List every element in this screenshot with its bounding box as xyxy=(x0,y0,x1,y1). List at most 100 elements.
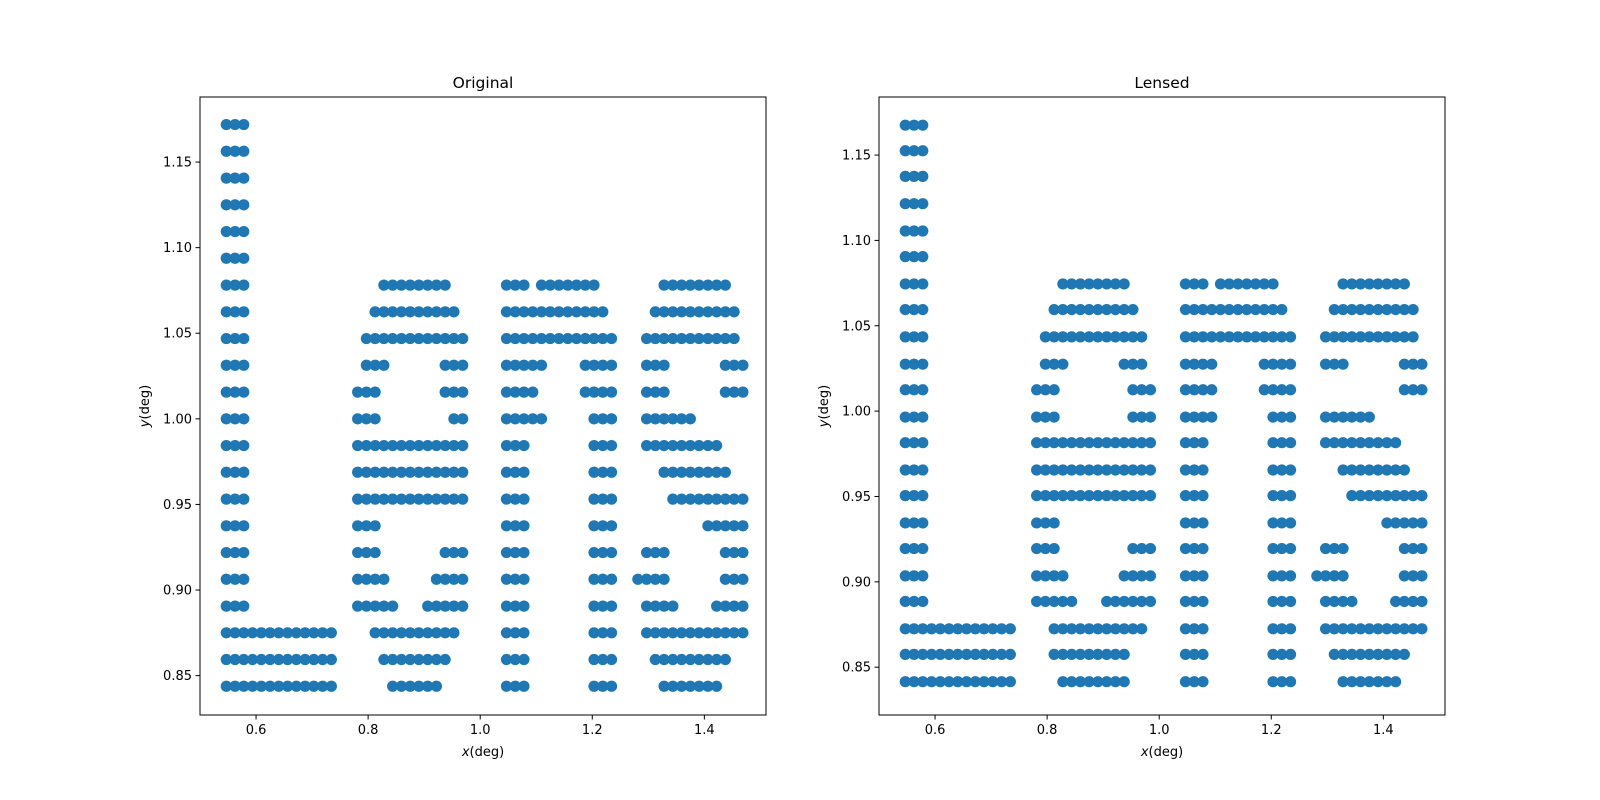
original-point xyxy=(579,279,591,291)
lensed-point xyxy=(1127,542,1139,555)
lensed-point xyxy=(1101,437,1113,449)
lensed-point xyxy=(1346,676,1358,688)
original-point xyxy=(220,466,232,478)
original-point xyxy=(658,466,670,478)
original-point xyxy=(500,386,513,398)
original-point xyxy=(588,306,600,318)
original-point xyxy=(290,653,302,666)
lensed-point xyxy=(987,648,999,661)
original-point xyxy=(220,172,232,184)
lensed-point xyxy=(899,225,911,237)
original-point xyxy=(500,653,513,666)
original-point xyxy=(430,627,443,639)
original-point xyxy=(220,118,232,131)
original-x-tick-label: 0.8 xyxy=(358,723,379,738)
original-point xyxy=(693,466,705,478)
lensed-point xyxy=(1118,676,1130,688)
original-point xyxy=(457,573,469,585)
lensed-point xyxy=(1136,464,1148,476)
lensed-point xyxy=(1390,303,1402,316)
lensed-point xyxy=(1416,490,1428,502)
lensed-point xyxy=(1101,490,1113,502)
lensed-point xyxy=(1039,570,1051,582)
lensed-point xyxy=(1066,303,1078,316)
original-point xyxy=(238,252,250,264)
lensed-point xyxy=(1118,490,1130,502)
lensed-point xyxy=(1381,303,1393,316)
lensed-point xyxy=(1048,331,1060,343)
original-point xyxy=(658,627,670,639)
lensed-point xyxy=(908,278,920,290)
original-point xyxy=(395,466,408,478)
lensed-point xyxy=(1337,278,1349,290)
lensed-point xyxy=(917,278,929,290)
original-point xyxy=(579,359,591,371)
original-point xyxy=(220,573,232,585)
original-point xyxy=(605,520,618,532)
lensed-point xyxy=(1127,384,1139,396)
lensed-point xyxy=(1355,303,1367,316)
original-point xyxy=(255,627,267,639)
lensed-point xyxy=(1328,411,1340,423)
original-point xyxy=(711,653,723,666)
original-point xyxy=(509,653,521,666)
original-point xyxy=(728,386,740,398)
lensed-point xyxy=(1188,595,1200,608)
lensed-point xyxy=(1267,623,1279,635)
original-point xyxy=(667,680,679,692)
lensed-point xyxy=(1390,490,1402,502)
lensed-point xyxy=(1057,595,1069,608)
lensed-y-tick-label: 0.95 xyxy=(842,490,871,505)
lensed-point xyxy=(1206,331,1218,343)
lensed-point xyxy=(1346,303,1358,316)
original-point xyxy=(430,466,443,478)
original-point xyxy=(588,386,600,398)
original-point xyxy=(360,493,372,505)
original-point xyxy=(457,359,469,371)
original-point xyxy=(448,413,460,425)
original-point xyxy=(439,546,451,559)
lensed-point xyxy=(1390,648,1402,661)
lensed-point xyxy=(1363,303,1375,316)
original-point xyxy=(422,653,434,666)
original-point xyxy=(229,439,241,452)
original-point xyxy=(500,306,513,318)
original-point xyxy=(238,199,250,211)
lensed-point xyxy=(1004,648,1016,661)
lensed-point xyxy=(899,358,911,370)
original-point xyxy=(229,252,241,264)
original-point xyxy=(509,680,521,692)
lensed-point xyxy=(1179,411,1192,423)
lensed-point xyxy=(1398,570,1410,582)
lensed-point xyxy=(1407,570,1419,582)
original-point xyxy=(711,520,723,532)
original-point xyxy=(281,627,294,639)
original-point xyxy=(649,413,661,425)
lensed-point xyxy=(1284,676,1297,688)
original-point xyxy=(387,627,399,639)
lensed-point xyxy=(1319,570,1332,582)
lensed-point xyxy=(1284,542,1297,555)
lensed-point xyxy=(1372,490,1384,502)
lensed-point xyxy=(969,623,981,635)
original-point xyxy=(439,600,451,612)
lensed-point xyxy=(1127,303,1139,316)
lensed-point xyxy=(908,303,920,316)
original-point xyxy=(640,573,653,585)
original-point xyxy=(702,332,714,345)
lensed-point xyxy=(1407,490,1419,502)
lensed-point xyxy=(1363,490,1375,502)
lensed-point xyxy=(1136,411,1148,423)
lensed-point xyxy=(1276,595,1288,608)
original-point xyxy=(378,279,390,291)
original-point xyxy=(658,413,670,425)
lensed-point xyxy=(1048,648,1060,661)
original-point xyxy=(439,279,451,291)
original-point xyxy=(527,386,539,398)
original-point xyxy=(360,359,372,371)
lensed-point xyxy=(1398,384,1410,396)
original-y-tick-label: 0.85 xyxy=(163,669,192,684)
lensed-point xyxy=(1407,623,1419,635)
lensed-point xyxy=(1048,570,1060,582)
lensed-point xyxy=(960,623,973,635)
